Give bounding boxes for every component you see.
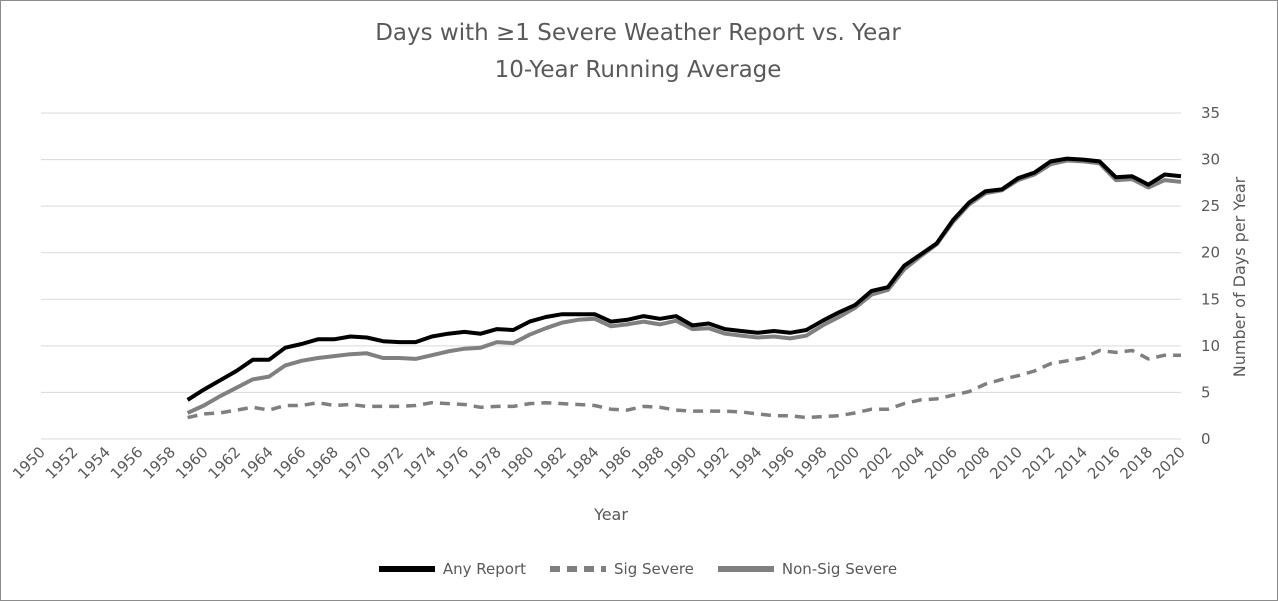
y-axis-ticks: 0 5 10 15 20 25 30 35 [1201, 104, 1220, 448]
x-tick-label: 1978 [465, 443, 505, 483]
y-tick-label: 25 [1201, 197, 1220, 215]
legend-swatch [550, 566, 606, 572]
legend-item: Sig Severe [550, 560, 694, 578]
x-tick-label: 2000 [823, 443, 863, 483]
x-tick-label: 1998 [791, 443, 831, 483]
y-tick-label: 10 [1201, 337, 1220, 355]
x-tick-label: 1984 [563, 443, 603, 483]
x-tick-label: 1972 [367, 443, 407, 483]
legend-label: Non-Sig Severe [781, 560, 898, 578]
x-tick-label: 1964 [237, 443, 277, 483]
x-tick-label: 1990 [661, 443, 701, 483]
x-tick-label: 2012 [1019, 443, 1059, 483]
y-tick-label: 5 [1201, 383, 1211, 401]
legend-item: Non-Sig Severe [717, 560, 898, 578]
x-tick-label: 2010 [986, 443, 1026, 483]
x-tick-label: 1992 [693, 443, 733, 483]
x-tick-label: 1962 [205, 443, 245, 483]
x-tick-label: 1980 [498, 443, 538, 483]
x-tick-label: 1966 [270, 443, 310, 483]
x-tick-label: 1982 [530, 443, 570, 483]
x-tick-label: 2020 [1149, 443, 1189, 483]
x-tick-label: 1958 [139, 443, 179, 483]
x-tick-label: 1956 [107, 443, 147, 483]
x-tick-label: 1988 [628, 443, 668, 483]
y-tick-label: 15 [1201, 290, 1220, 308]
x-tick-label: 1954 [74, 443, 114, 483]
x-tick-label: 2008 [954, 443, 994, 483]
x-tick-label: 1974 [400, 443, 440, 483]
y-tick-label: 20 [1201, 244, 1220, 262]
y-tick-label: 30 [1201, 151, 1220, 169]
series-line-sig-severe [187, 348, 1181, 420]
y-tick-label: 35 [1201, 104, 1220, 122]
y-axis-title: Number of Days per Year [1230, 176, 1249, 377]
x-tick-label: 1968 [302, 443, 342, 483]
x-tick-label: 1970 [335, 443, 375, 483]
x-axis-title: Year [593, 505, 628, 524]
x-tick-label: 2016 [1084, 443, 1124, 483]
gridlines [41, 112, 1181, 440]
x-tick-label: 1952 [42, 443, 82, 483]
x-tick-label: 2006 [921, 443, 961, 483]
chart-title: Days with ≥1 Severe Weather Report vs. Y… [375, 20, 901, 46]
x-tick-label: 1950 [9, 443, 49, 483]
chart-subtitle: 10-Year Running Average [494, 57, 782, 83]
x-axis-ticks: 1950195219541956195819601962196419661968… [9, 443, 1189, 483]
x-tick-label: 1996 [758, 443, 798, 483]
x-tick-label: 2018 [1117, 443, 1157, 483]
x-tick-label: 1986 [595, 443, 635, 483]
legend-swatch [378, 566, 435, 572]
legend-item: Any Report [378, 560, 526, 578]
legend-label: Any Report [442, 560, 526, 578]
legend: Any Report Sig Severe Non-Sig Severe [0, 560, 1276, 578]
x-tick-label: 2014 [1051, 443, 1091, 483]
series-line-non-sig-severe [186, 158, 1182, 415]
series-line-any-report [186, 156, 1182, 402]
legend-swatch [717, 566, 774, 572]
y-tick-label: 0 [1201, 430, 1211, 448]
x-tick-label: 1976 [433, 443, 473, 483]
x-tick-label: 2004 [889, 443, 929, 483]
x-tick-label: 1994 [726, 443, 766, 483]
x-tick-label: 1960 [172, 443, 212, 483]
legend-label: Sig Severe [614, 560, 694, 578]
x-tick-label: 2002 [856, 443, 896, 483]
series-lines [186, 156, 1182, 420]
